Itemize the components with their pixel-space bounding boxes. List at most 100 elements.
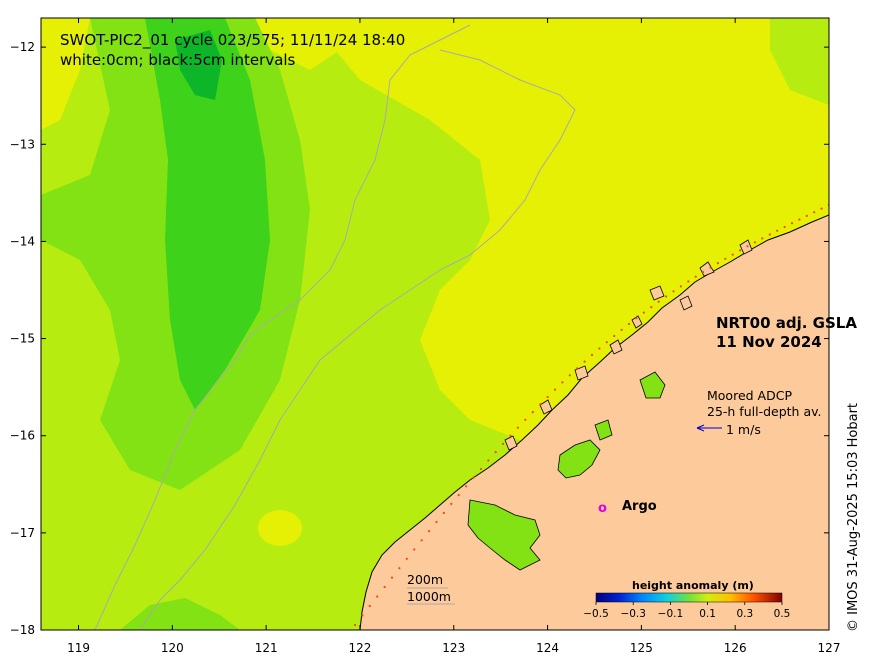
inlet-central	[557, 439, 601, 479]
swath-edge-dot	[687, 280, 690, 283]
swath-edge-dot	[509, 434, 512, 437]
colorbar-tick-label: 0.5	[774, 608, 791, 620]
swath-edge-dot	[553, 388, 557, 391]
y-tick-label: −14	[10, 234, 35, 248]
coastal-islands	[504, 239, 753, 451]
swath-edge-dot	[420, 539, 423, 542]
swath-edge-dot	[479, 467, 482, 471]
swath-edge-dot	[494, 451, 497, 454]
colorbar-tick-label: −0.3	[620, 608, 646, 620]
ocean-lowest-anomaly-core	[175, 30, 222, 100]
swath-edge-dot	[590, 353, 594, 357]
x-tick-label: 122	[348, 641, 371, 655]
isobath-legend-1000m: 1000m	[407, 589, 451, 604]
y-tick-label: −18	[10, 623, 35, 637]
y-tick-label: −12	[10, 40, 35, 54]
swath-edge-dot	[353, 623, 357, 627]
swath-edge-dot	[709, 266, 712, 269]
ocean-low-anomaly-east	[770, 18, 829, 105]
swath-edge-dot	[376, 595, 379, 598]
x-tick-label: 123	[442, 641, 465, 655]
swath-edge-dot	[805, 214, 808, 217]
colorbar-tick-label: −0.5	[583, 608, 609, 620]
swath-edge-dot	[546, 395, 549, 399]
adcp-averaging: 25-h full-depth av.	[707, 404, 822, 419]
swath-edge-dot	[716, 262, 720, 265]
swath-edge-dot	[820, 207, 823, 210]
x-tick-label: 125	[630, 641, 653, 655]
swath-edge-dot	[539, 403, 542, 406]
swath-edge-dot	[568, 374, 571, 377]
swath-edge-dot	[516, 426, 520, 429]
x-tick-label: 119	[67, 641, 90, 655]
swath-edge-dot	[753, 241, 757, 244]
longitude-axis: 119 120 121 122 123 124 125 126 127	[67, 18, 840, 655]
swath-edge-dot	[783, 225, 786, 229]
swath-edge-dot	[620, 328, 623, 331]
swath-edge-dot	[487, 459, 490, 462]
ocean-high-anomaly-north	[255, 18, 340, 70]
x-tick-label: 121	[255, 641, 278, 655]
swath-edge-dot	[450, 502, 453, 505]
adcp-title: Moored ADCP	[707, 388, 792, 403]
swot-swath-edge-dots	[353, 203, 829, 627]
ocean-high-anomaly-spot	[258, 510, 302, 546]
swath-edge-dot	[739, 249, 742, 252]
map-title: SWOT-PIC2_01 cycle 023/575; 11/11/24 18:…	[60, 31, 406, 49]
swath-edge-dot	[650, 306, 653, 309]
swath-edge-dot	[613, 334, 616, 338]
product-name: NRT00 adj. GSLA	[716, 314, 857, 332]
colorbar-tick-label: 0.1	[699, 608, 716, 620]
x-tick-label: 120	[161, 641, 184, 655]
swath-edge-dot	[776, 229, 779, 232]
swath-edge-dot	[413, 548, 416, 551]
swath-edge-dot	[598, 347, 601, 350]
colorbar-tick-label: −0.1	[658, 608, 684, 620]
adcp-scale-arrow-head	[696, 424, 705, 432]
y-tick-label: −16	[10, 429, 35, 443]
ocean-high-anomaly-west	[41, 18, 90, 130]
swath-edge-dot	[768, 233, 771, 236]
swath-edge-dot	[428, 530, 431, 533]
adcp-label: Moored ADCP 25-h full-depth av.	[707, 388, 822, 420]
ocean-low-anomaly-south	[120, 598, 240, 630]
swath-edge-dot	[465, 485, 468, 488]
colorbar	[595, 592, 783, 603]
swath-edge-dot	[790, 222, 794, 225]
swath-edge-dot	[361, 614, 364, 617]
swath-edge-dot	[798, 218, 801, 221]
swath-edge-dot	[561, 381, 564, 384]
isobath-legend-200m: 200m	[407, 572, 444, 587]
swath-edge-dot	[642, 311, 645, 314]
swath-edge-dot	[665, 295, 668, 298]
swath-edge-dot	[524, 418, 527, 421]
isobath-1000m-line	[94, 24, 471, 630]
x-tick-label: 127	[818, 641, 841, 655]
argo-marker: o	[598, 501, 607, 516]
y-tick-label: −13	[10, 137, 35, 151]
swath-edge-dot	[383, 585, 386, 589]
ocean-lower-anomaly-core	[145, 18, 270, 410]
y-tick-label: −15	[10, 332, 35, 346]
swath-edge-dot	[627, 322, 631, 326]
colorbar-title: height anomaly (m)	[632, 579, 754, 592]
swath-edge-dot	[694, 275, 697, 278]
swath-edge-dot	[702, 271, 705, 274]
inlet-northeast	[594, 419, 613, 441]
swath-edge-dot	[679, 285, 683, 288]
credit-text: © IMOS 31-Aug-2025 15:03 Hobart	[846, 402, 861, 632]
isobath-200m-line	[139, 49, 576, 630]
product-label: NRT00 adj. GSLA 11 Nov 2024	[716, 314, 857, 352]
swath-edge-dot	[672, 290, 675, 293]
swath-edge-dot	[605, 341, 608, 344]
swath-edge-dot	[583, 360, 586, 363]
swath-edge-dot	[761, 237, 764, 240]
swath-edge-dot	[442, 511, 445, 514]
swath-edge-dot	[746, 245, 749, 248]
product-date: 11 Nov 2024	[716, 333, 822, 351]
swath-edge-dot	[457, 494, 460, 497]
map-subtitle: white:0cm; black:5cm intervals	[60, 51, 296, 69]
plot-frame	[40, 17, 830, 631]
